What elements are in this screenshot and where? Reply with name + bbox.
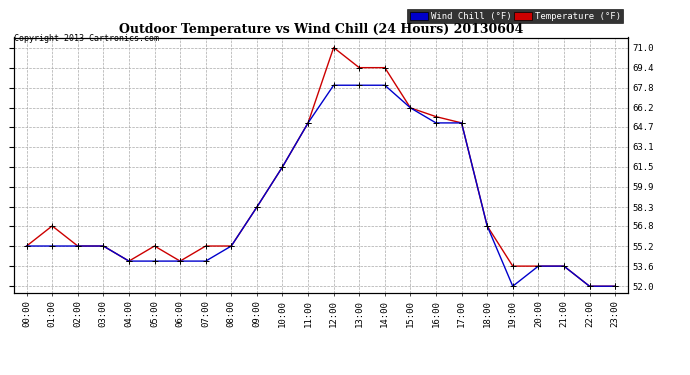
- Legend: Wind Chill (°F), Temperature (°F): Wind Chill (°F), Temperature (°F): [407, 9, 623, 23]
- Title: Outdoor Temperature vs Wind Chill (24 Hours) 20130604: Outdoor Temperature vs Wind Chill (24 Ho…: [119, 23, 523, 36]
- Text: Copyright 2013 Cartronics.com: Copyright 2013 Cartronics.com: [14, 34, 159, 43]
